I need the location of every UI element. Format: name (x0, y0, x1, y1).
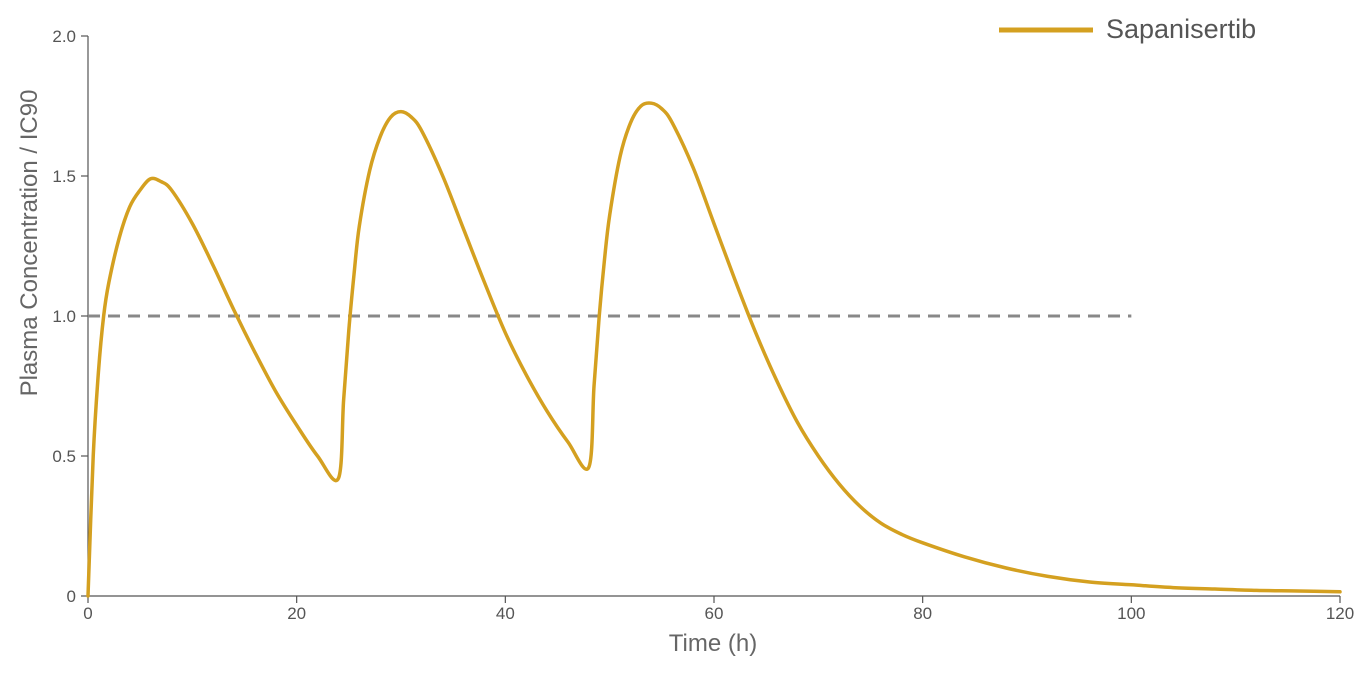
x-tick-label: 120 (1326, 604, 1354, 623)
x-tick-label: 80 (913, 604, 932, 623)
y-tick-label: 0.5 (52, 447, 76, 466)
y-ticks: 0 0.5 1.0 1.5 2.0 (52, 27, 88, 606)
x-tick-label: 40 (496, 604, 515, 623)
x-axis-title: Time (h) (669, 630, 757, 657)
x-tick-label: 20 (287, 604, 306, 623)
legend-label: Sapanisertib (1106, 14, 1256, 44)
x-tick-label: 60 (705, 604, 724, 623)
y-tick-label: 0 (67, 587, 76, 606)
y-tick-label: 1.5 (52, 167, 76, 186)
y-tick-label: 1.0 (52, 307, 76, 326)
legend: Sapanisertib (999, 14, 1256, 44)
x-ticks: 0 20 40 60 80 100 120 (83, 596, 1354, 623)
x-tick-label: 100 (1117, 604, 1145, 623)
series-layer (86, 101, 1342, 598)
y-axis-title: Plasma Concentration / IC90 (16, 90, 43, 397)
series-line-sapanisertib (86, 101, 1342, 598)
y-tick-label: 2.0 (52, 27, 76, 46)
x-tick-label: 0 (83, 604, 92, 623)
